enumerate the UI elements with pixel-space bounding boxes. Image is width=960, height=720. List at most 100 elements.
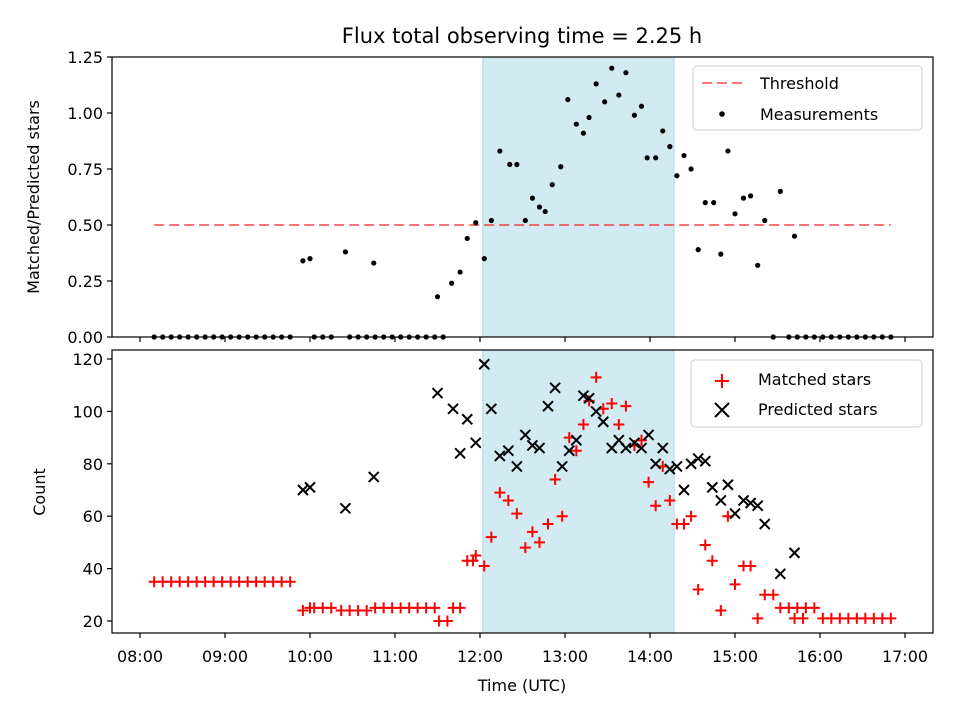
predicted-star-point — [526, 439, 539, 452]
top-legend-box — [692, 65, 923, 131]
measurement-point — [507, 161, 513, 168]
bottom-x-tick-label: 09:00 — [202, 647, 248, 666]
predicted-star-point — [788, 547, 801, 559]
bottom-y-tick-label: 80 — [83, 455, 103, 474]
measurement-point — [602, 99, 608, 105]
measurement-point — [529, 195, 536, 201]
matched-star-point — [729, 578, 741, 590]
measurement-point — [660, 128, 666, 134]
predicted-star-point — [678, 484, 690, 496]
matched-star-point — [664, 494, 676, 506]
predicted-star-point — [570, 434, 583, 446]
matched-star-point — [297, 605, 309, 617]
bottom-y-ticks: 20 40 60 80 100 120 — [72, 350, 112, 631]
measurement-point — [342, 249, 349, 255]
matched-star-point — [502, 494, 514, 506]
top-legend: Threshold Measurements — [692, 65, 923, 131]
predicted-star-point — [722, 479, 734, 491]
matched-star-point — [692, 584, 704, 596]
matched-star-point — [715, 605, 727, 617]
top-y-tick-label: 0.75 — [67, 160, 103, 179]
predicted-star-point — [706, 481, 719, 494]
measurement-point — [762, 217, 768, 224]
measurement-point — [688, 166, 694, 172]
measurement-point — [616, 92, 622, 98]
measurement-point — [580, 130, 587, 136]
predicted-star-point — [447, 403, 459, 415]
observing-window-shade-top — [482, 56, 675, 338]
predicted-star-point — [628, 437, 641, 449]
predicted-star-point — [304, 481, 316, 494]
predicted-star-point — [685, 458, 697, 470]
bottom-legend-box — [690, 359, 923, 428]
bottom-x-tick-label: 08:00 — [117, 647, 163, 666]
matched-star-point — [470, 550, 482, 561]
matched-star-point — [620, 400, 632, 412]
predicted-star-point — [737, 494, 750, 507]
predicted-star-point — [664, 463, 676, 475]
measurement-point — [536, 204, 543, 210]
measurement-point — [593, 81, 599, 87]
matched-star-point — [534, 536, 545, 548]
legend-measurements-label: Measurements — [760, 105, 878, 124]
measurement-point — [497, 148, 503, 154]
measurement-point — [791, 233, 798, 239]
measurement-point — [695, 247, 701, 253]
matched-star-points — [148, 371, 897, 627]
bottom-y-axis-label: Count — [30, 468, 49, 516]
measurement-point — [371, 260, 377, 266]
top-x-ticks — [139, 337, 906, 342]
matched-star-point — [590, 371, 602, 383]
predicted-star-point — [751, 500, 764, 512]
matched-star-point — [752, 612, 764, 624]
top-panel: 0.00 0.25 0.50 0.75 1.00 1.25 Matched/Predict… — [24, 48, 934, 347]
matched-star-point — [767, 589, 779, 601]
top-y-tick-label: 1.25 — [67, 48, 103, 67]
measurement-point — [434, 294, 441, 300]
measurement-point — [740, 195, 747, 201]
predicted-star-point — [511, 460, 523, 473]
bottom-x-tick-label: 16:00 — [797, 647, 843, 666]
matched-star-point — [570, 445, 582, 457]
measurement-point — [549, 182, 555, 188]
measurement-point — [638, 103, 645, 109]
legend-threshold-label: Threshold — [759, 74, 839, 93]
bottom-y-tick-label: 120 — [72, 350, 103, 369]
matched-star-point — [745, 560, 757, 572]
matched-star-point — [577, 419, 589, 430]
predicted-star-point — [470, 437, 482, 449]
matched-star-point — [454, 602, 466, 614]
predicted-star-point — [461, 413, 473, 425]
top-y-axis-label: Matched/Predicted stars — [24, 100, 43, 294]
measurement-point — [732, 211, 738, 217]
measurement-point — [514, 161, 520, 168]
measurement-point — [449, 280, 455, 286]
matched-star-point — [526, 526, 538, 538]
matched-star-point — [542, 518, 554, 530]
bottom-x-tick-label: 17:00 — [882, 647, 928, 666]
predicted-star-point — [597, 416, 609, 428]
measurement-point — [674, 173, 680, 179]
measurement-point — [300, 258, 306, 264]
matched-star-point — [699, 539, 711, 551]
predicted-star-point — [485, 403, 498, 415]
bottom-x-tick-label: 14:00 — [627, 647, 673, 666]
bottom-axes-frame — [111, 349, 934, 634]
predicted-star-point — [642, 429, 655, 441]
measurement-point — [565, 96, 571, 103]
bottom-y-tick-label: 100 — [72, 402, 103, 421]
predicted-star-point — [339, 502, 352, 515]
predicted-star-point — [699, 455, 711, 467]
matched-star-point — [678, 518, 690, 530]
bottom-panel: 20 40 60 80 100 120 08:00 09:00 10:00 11:00 12:00… — [30, 349, 934, 695]
matched-star-point — [706, 555, 718, 567]
predicted-star-point — [431, 387, 444, 399]
matched-star-point — [429, 602, 441, 614]
predicted-star-point — [590, 405, 602, 418]
matched-star-point — [797, 612, 809, 624]
top-axes-frame — [111, 56, 934, 338]
legend-predicted-label: Predicted stars — [758, 400, 878, 419]
x-axis-label: Time (UTC) — [477, 676, 566, 695]
predicted-star-point — [542, 400, 554, 412]
